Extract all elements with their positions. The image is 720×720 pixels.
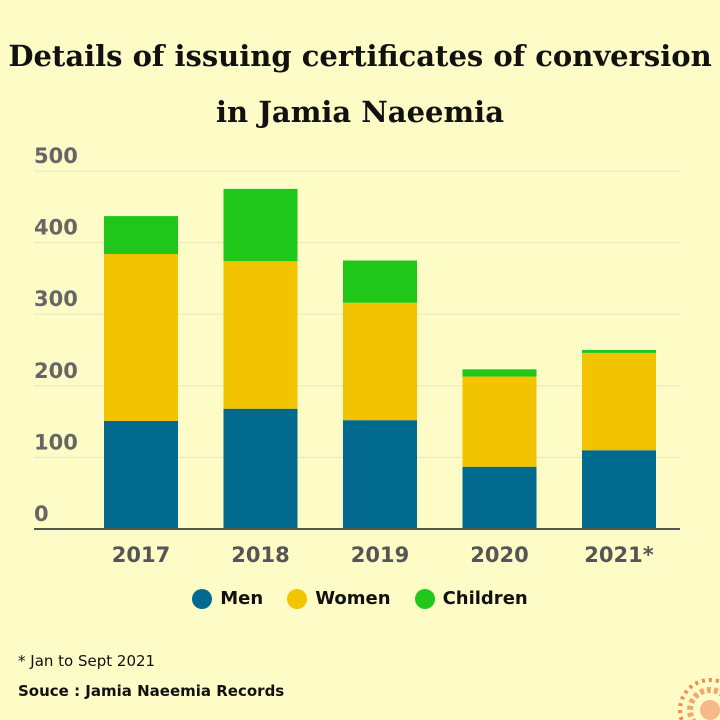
legend-item-women: Women [287,588,391,609]
legend-item-children: Children [414,588,528,609]
legend-label-men: Men [220,588,264,609]
bar-men-2017 [104,420,178,529]
y-tick-label-200: 200 [34,359,78,383]
legend-swatch-women [287,588,308,609]
y-tick-label-400: 400 [34,216,78,240]
chart-title-line-1: Details of issuing certificates of conve… [8,39,712,73]
bar-women-2019 [343,302,417,421]
footnote: * Jan to Sept 2021 [18,652,156,670]
x-tick-label-2018: 2018 [231,543,289,567]
bar-children-2017 [104,216,178,255]
legend-item-men: Men [192,588,263,609]
x-tick-label-2020: 2020 [470,543,528,567]
bar-men-2019 [343,420,417,529]
bar-women-2020 [462,376,537,467]
bar-children-2019 [343,260,417,303]
bar-men-2018 [223,408,298,529]
legend-swatch-children [414,588,435,609]
sun-decoration-icon [678,678,720,720]
source-note: Souce : Jamia Naeemia Records [18,682,285,700]
bar-children-2018 [223,188,298,262]
legend-label-children: Children [442,588,528,609]
y-tick-label-0: 0 [34,502,49,526]
bar-women-2021 [582,352,656,451]
bar-men-2020 [462,466,537,529]
legend: Men Women Children [0,588,720,609]
x-tick-label-2021: 2021* [584,543,653,567]
y-tick-label-300: 300 [34,287,78,311]
y-tick-label-500: 500 [34,144,78,168]
legend-label-women: Women [315,588,391,609]
y-tick-label-100: 100 [34,430,78,454]
bar-women-2018 [223,261,298,409]
bar-children-2020 [462,369,537,377]
x-tick-label-2017: 2017 [112,543,170,567]
bar-children-2021 [582,350,656,353]
legend-swatch-men [192,588,213,609]
stacked-bar-chart: 0 100 200 300 400 500 2017 2018 2019 2020 2021* [34,144,680,567]
x-tick-label-2019: 2019 [351,543,409,567]
chart-title: Details of issuing certificates of conve… [0,28,720,140]
bar-women-2017 [104,254,178,421]
bar-men-2021 [582,450,656,529]
chart-title-line-2: in Jamia Naeemia [216,95,504,129]
